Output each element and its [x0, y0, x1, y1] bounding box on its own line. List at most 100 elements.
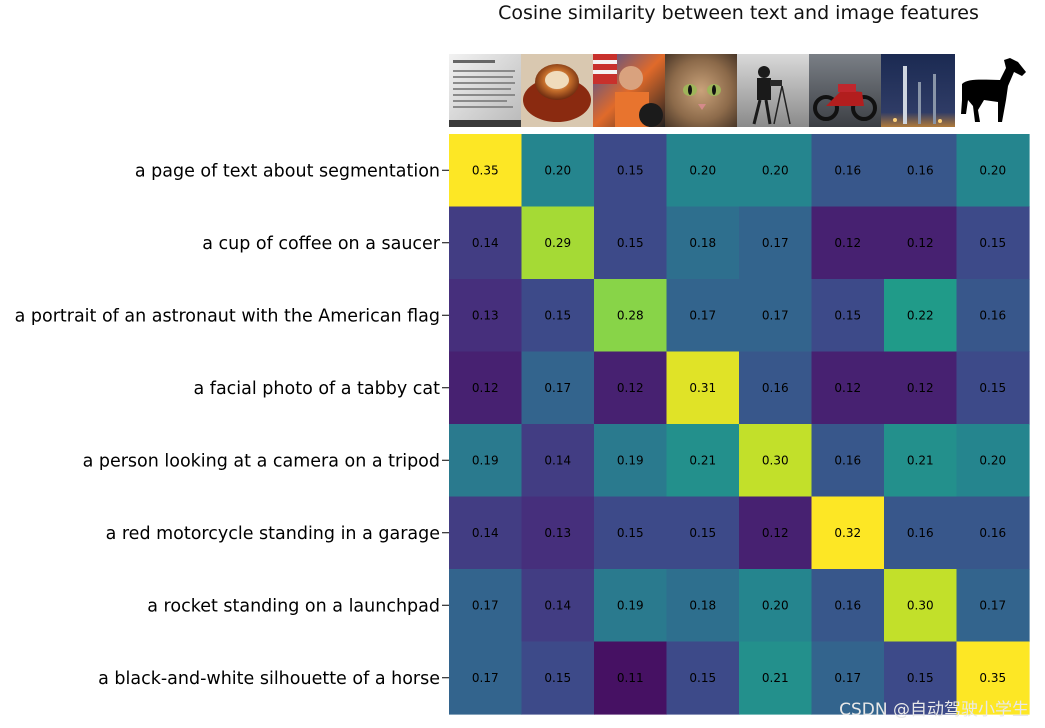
heatmap-cell [956, 496, 1030, 570]
heatmap-cell [884, 134, 958, 208]
cell-value-label: 0.12 [907, 381, 934, 395]
heatmap-cell [594, 206, 668, 280]
row-label: a page of text about segmentation [135, 161, 440, 181]
cell-value-label: 0.19 [617, 598, 644, 612]
cell-value-label: 0.20 [544, 163, 571, 177]
heatmap-cell [739, 496, 813, 570]
heatmap-cell [811, 496, 885, 570]
cell-value-label: 0.17 [979, 598, 1006, 612]
heatmap-cell [811, 351, 885, 425]
heatmap-cell [739, 641, 813, 715]
heatmap-cell [521, 569, 595, 643]
astronaut-thumbnail [593, 54, 665, 127]
heatmap-cell [594, 496, 668, 570]
cell-value-label: 0.21 [907, 453, 934, 467]
cell-value-label: 0.15 [834, 308, 861, 322]
heatmap-cell [594, 351, 668, 425]
heatmap-cell [521, 351, 595, 425]
camera-tripod-thumbnail [737, 54, 809, 127]
cell-value-label: 0.20 [979, 453, 1006, 467]
cell-value-label: 0.30 [907, 598, 934, 612]
cell-value-label: 0.17 [762, 308, 789, 322]
cell-value-label: 0.13 [544, 526, 571, 540]
cell-value-label: 0.30 [762, 453, 789, 467]
heatmap-cell [811, 206, 885, 280]
cell-value-label: 0.12 [472, 381, 499, 395]
page-of-text-thumbnail [449, 54, 521, 127]
heatmap-cell [594, 134, 668, 208]
row-label: a portrait of an astronaut with the Amer… [15, 306, 440, 326]
cell-value-label: 0.16 [834, 453, 861, 467]
heatmap-cell [739, 424, 813, 498]
heatmap-cells [449, 134, 1030, 715]
cell-value-label: 0.15 [689, 526, 716, 540]
cell-value-label: 0.16 [762, 381, 789, 395]
cell-value-label: 0.14 [544, 598, 571, 612]
heatmap-cell [449, 641, 523, 715]
row-label: a person looking at a camera on a tripod [83, 451, 440, 471]
heatmap-cell [666, 424, 740, 498]
heatmap-cell [956, 641, 1030, 715]
heatmap-cell [666, 641, 740, 715]
heatmap-cell [521, 206, 595, 280]
cell-value-label: 0.15 [544, 308, 571, 322]
heatmap-cell [739, 351, 813, 425]
cell-value-label: 0.17 [472, 598, 499, 612]
cell-value-label: 0.16 [834, 163, 861, 177]
cell-value-label: 0.17 [689, 308, 716, 322]
cell-value-label: 0.16 [907, 526, 934, 540]
cell-value-label: 0.17 [472, 671, 499, 685]
cell-value-label: 0.16 [979, 308, 1006, 322]
cell-value-label: 0.17 [762, 236, 789, 250]
cell-value-label: 0.19 [617, 453, 644, 467]
heatmap-cell [666, 134, 740, 208]
cell-value-label: 0.18 [689, 598, 716, 612]
heatmap-cell [666, 351, 740, 425]
heatmap-cell [666, 569, 740, 643]
cell-value-label: 0.32 [834, 526, 861, 540]
cell-value-label: 0.20 [762, 163, 789, 177]
cell-value-label: 0.12 [907, 236, 934, 250]
row-label: a black-and-white silhouette of a horse [98, 669, 440, 689]
heatmap-cell [449, 351, 523, 425]
heatmap-cell [739, 569, 813, 643]
heatmap-cell [811, 641, 885, 715]
heatmap-cell [884, 569, 958, 643]
row-label: a facial photo of a tabby cat [194, 379, 441, 399]
heatmap-cell [594, 641, 668, 715]
rocket-thumbnail [881, 54, 955, 127]
heatmap-cell [811, 569, 885, 643]
heatmap-cell [449, 496, 523, 570]
cell-value-label: 0.14 [472, 526, 499, 540]
cell-value-label: 0.20 [762, 598, 789, 612]
cell-value-label: 0.14 [472, 236, 499, 250]
row-label: a cup of coffee on a saucer [202, 234, 441, 254]
heatmap-cell [449, 279, 523, 353]
cell-value-label: 0.21 [689, 453, 716, 467]
cell-value-label: 0.17 [544, 381, 571, 395]
cell-value-label: 0.15 [979, 236, 1006, 250]
heatmap-cell [739, 134, 813, 208]
cell-value-label: 0.15 [544, 671, 571, 685]
heatmap-cell [449, 569, 523, 643]
heatmap-cell [739, 279, 813, 353]
cell-value-label: 0.35 [979, 671, 1006, 685]
heatmap-cell [811, 424, 885, 498]
cell-value-label: 0.20 [689, 163, 716, 177]
cell-value-label: 0.17 [834, 671, 861, 685]
cell-value-label: 0.11 [617, 671, 644, 685]
heatmap-cell [811, 279, 885, 353]
cell-value-label: 0.13 [472, 308, 499, 322]
heatmap-cell [449, 424, 523, 498]
cell-value-label: 0.19 [472, 453, 499, 467]
cell-value-label: 0.18 [689, 236, 716, 250]
heatmap-cell [956, 424, 1030, 498]
heatmap-cell [956, 206, 1030, 280]
heatmap-cell [666, 279, 740, 353]
tabby-cat-thumbnail [665, 54, 737, 127]
cell-value-label: 0.12 [762, 526, 789, 540]
cell-value-label: 0.15 [979, 381, 1006, 395]
heatmap-cell [521, 424, 595, 498]
cell-value-label: 0.35 [472, 163, 499, 177]
heatmap-cell-labels: 0.35 0.20 0.15 0.20 0.20 0.16 0.16 0.20 0.14 0.29… [472, 163, 1006, 685]
